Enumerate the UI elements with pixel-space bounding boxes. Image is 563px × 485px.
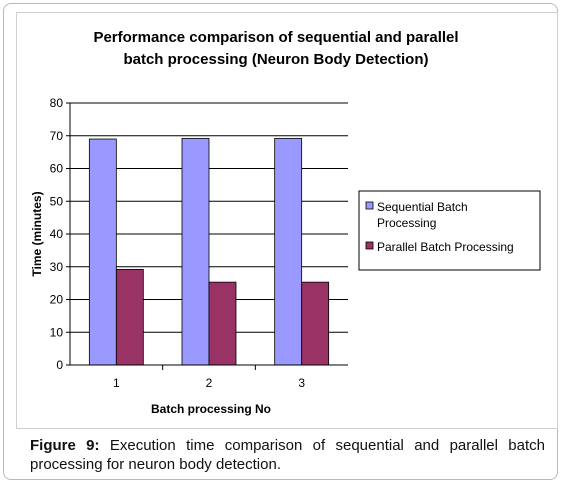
bar-parallel — [208, 281, 237, 366]
x-axis-label: Batch processing No — [151, 402, 271, 416]
y-tick-label: 50 — [50, 194, 64, 208]
legend: Sequential Batch Processing Parallel Bat… — [358, 190, 541, 271]
caption-text: Execution time comparison of sequential … — [30, 437, 545, 473]
bar-sequential — [181, 137, 210, 366]
y-tick-label: 0 — [56, 358, 63, 372]
axes — [66, 102, 348, 370]
legend-label-sequential-line-1: Sequential Batch — [377, 200, 468, 214]
chart-title-line-2: batch processing (Neuron Body Detection) — [123, 51, 428, 68]
y-tick-label: 40 — [50, 227, 64, 241]
legend-label-parallel: Parallel Batch Processing — [377, 240, 514, 254]
chart-title-line-1: Performance comparison of sequential and… — [93, 29, 458, 46]
x-tick-labels: 1 2 3 — [113, 376, 305, 390]
caption-label: Figure 9: — [30, 437, 100, 454]
bar-sequential — [274, 137, 303, 366]
y-axis-label: Time (minutes) — [30, 191, 44, 276]
legend-label-sequential-line-2: Processing — [377, 216, 436, 230]
figure-caption: Figure 9: Execution time comparison of s… — [30, 436, 545, 474]
bar-sequential — [88, 138, 117, 366]
y-tick-label: 80 — [50, 96, 64, 110]
legend-box — [358, 190, 541, 271]
bar-parallel — [115, 268, 144, 366]
x-tick-label: 2 — [206, 376, 213, 390]
y-tick-label: 10 — [50, 325, 64, 339]
x-tick-label: 1 — [113, 376, 120, 390]
y-tick-labels: 0 10 20 30 40 50 60 70 80 — [50, 96, 64, 372]
legend-swatch-parallel — [365, 241, 374, 250]
y-tick-label: 70 — [50, 129, 64, 143]
bar-chart: Performance comparison of sequential and… — [30, 29, 541, 416]
bars — [88, 137, 330, 366]
legend-swatch-sequential — [365, 201, 374, 210]
bar-parallel — [301, 281, 330, 366]
x-tick-label: 3 — [298, 376, 305, 390]
y-tick-label: 60 — [50, 162, 64, 176]
y-tick-label: 20 — [50, 293, 64, 307]
y-tick-label: 30 — [50, 260, 64, 274]
